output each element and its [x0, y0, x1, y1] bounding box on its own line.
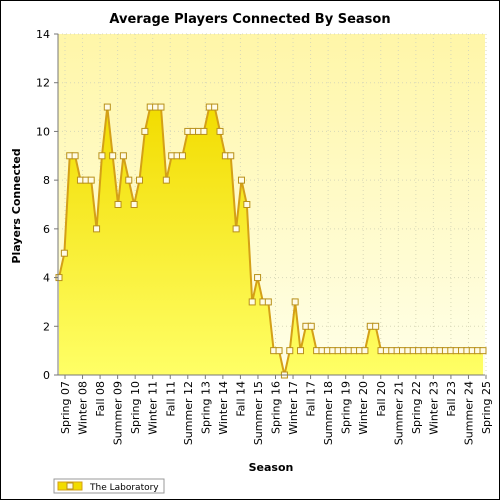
data-point	[243, 201, 251, 208]
data-point	[237, 176, 245, 184]
x-tick-label: Winter 11	[147, 381, 160, 435]
data-point	[136, 176, 144, 184]
x-tick-label: Summer 15	[252, 381, 265, 445]
x-tick-label: Summer 12	[182, 381, 195, 445]
x-tick-label: Summer 21	[392, 381, 405, 445]
data-point	[157, 103, 165, 111]
data-point	[200, 127, 208, 135]
data-point	[114, 201, 122, 208]
x-tick-label: Fall 20	[375, 381, 388, 417]
data-point	[479, 347, 487, 355]
x-tick-label: Spring 19	[340, 381, 353, 434]
y-tick-label: 6	[43, 223, 50, 236]
x-tick-label: Winter 23	[427, 381, 440, 435]
x-axis-label: Season	[249, 461, 294, 474]
y-tick-label: 12	[36, 77, 50, 90]
x-tick-label: Summer 24	[462, 381, 475, 445]
x-tick-label: Spring 13	[199, 381, 212, 434]
y-tick-label: 10	[36, 125, 50, 138]
data-point	[162, 176, 170, 184]
data-point	[211, 103, 219, 111]
x-tick-label: Spring 16	[270, 381, 283, 434]
data-point	[275, 347, 283, 355]
x-tick-label: Fall 11	[164, 381, 177, 417]
x-tick-label: Spring 25	[480, 381, 493, 434]
data-point	[232, 225, 240, 233]
y-axis: 0 2 4 6 8 10 12 14	[36, 28, 58, 382]
legend-marker	[66, 482, 74, 490]
data-point	[109, 152, 117, 160]
legend-label: The Laboratory	[89, 483, 159, 493]
y-tick-label: 14	[36, 28, 50, 41]
series-markers	[55, 103, 487, 379]
data-point	[361, 347, 369, 355]
x-tick-label: Summer 18	[322, 381, 335, 445]
x-tick-label: Fall 17	[305, 381, 318, 417]
y-tick-label: 4	[43, 272, 50, 285]
x-axis: Spring 07 Winter 08 Fall 08 Summer 09 Spring…	[59, 375, 493, 445]
x-tick-label: Winter 17	[287, 381, 300, 435]
y-tick-label: 2	[43, 320, 50, 333]
x-tick-label: Winter 14	[217, 381, 230, 435]
data-point	[93, 225, 101, 233]
y-tick-label: 0	[43, 369, 50, 382]
data-point	[372, 322, 380, 330]
data-point	[307, 322, 315, 330]
data-point	[119, 152, 127, 160]
data-point	[254, 274, 262, 282]
data-point	[125, 176, 133, 184]
data-point	[286, 347, 294, 355]
data-point	[297, 347, 305, 355]
legend: The Laboratory	[53, 478, 165, 494]
data-point	[141, 127, 149, 135]
y-axis-label: Players Connected	[10, 148, 23, 263]
data-point	[216, 127, 224, 135]
data-point	[87, 176, 95, 184]
x-tick-label: Summer 09	[112, 381, 125, 445]
data-point	[103, 103, 111, 111]
x-tick-label: Winter 08	[77, 381, 90, 435]
x-tick-label: Spring 10	[129, 381, 142, 434]
x-tick-label: Spring 07	[59, 381, 72, 434]
x-tick-label: Fall 08	[94, 381, 107, 417]
data-point	[178, 152, 186, 160]
data-point	[248, 298, 256, 306]
data-point	[291, 298, 299, 306]
x-tick-label: Fall 23	[445, 381, 458, 417]
chart-title: Average Players Connected By Season	[109, 12, 390, 27]
x-tick-label: Fall 14	[234, 381, 247, 417]
y-tick-label: 8	[43, 174, 50, 187]
data-point	[130, 201, 138, 208]
data-point	[71, 152, 79, 160]
data-point	[98, 152, 106, 160]
x-tick-label: Winter 20	[357, 381, 370, 435]
data-point	[264, 298, 272, 306]
data-point	[60, 249, 68, 257]
data-point	[227, 152, 235, 160]
x-tick-label: Spring 22	[410, 381, 423, 434]
